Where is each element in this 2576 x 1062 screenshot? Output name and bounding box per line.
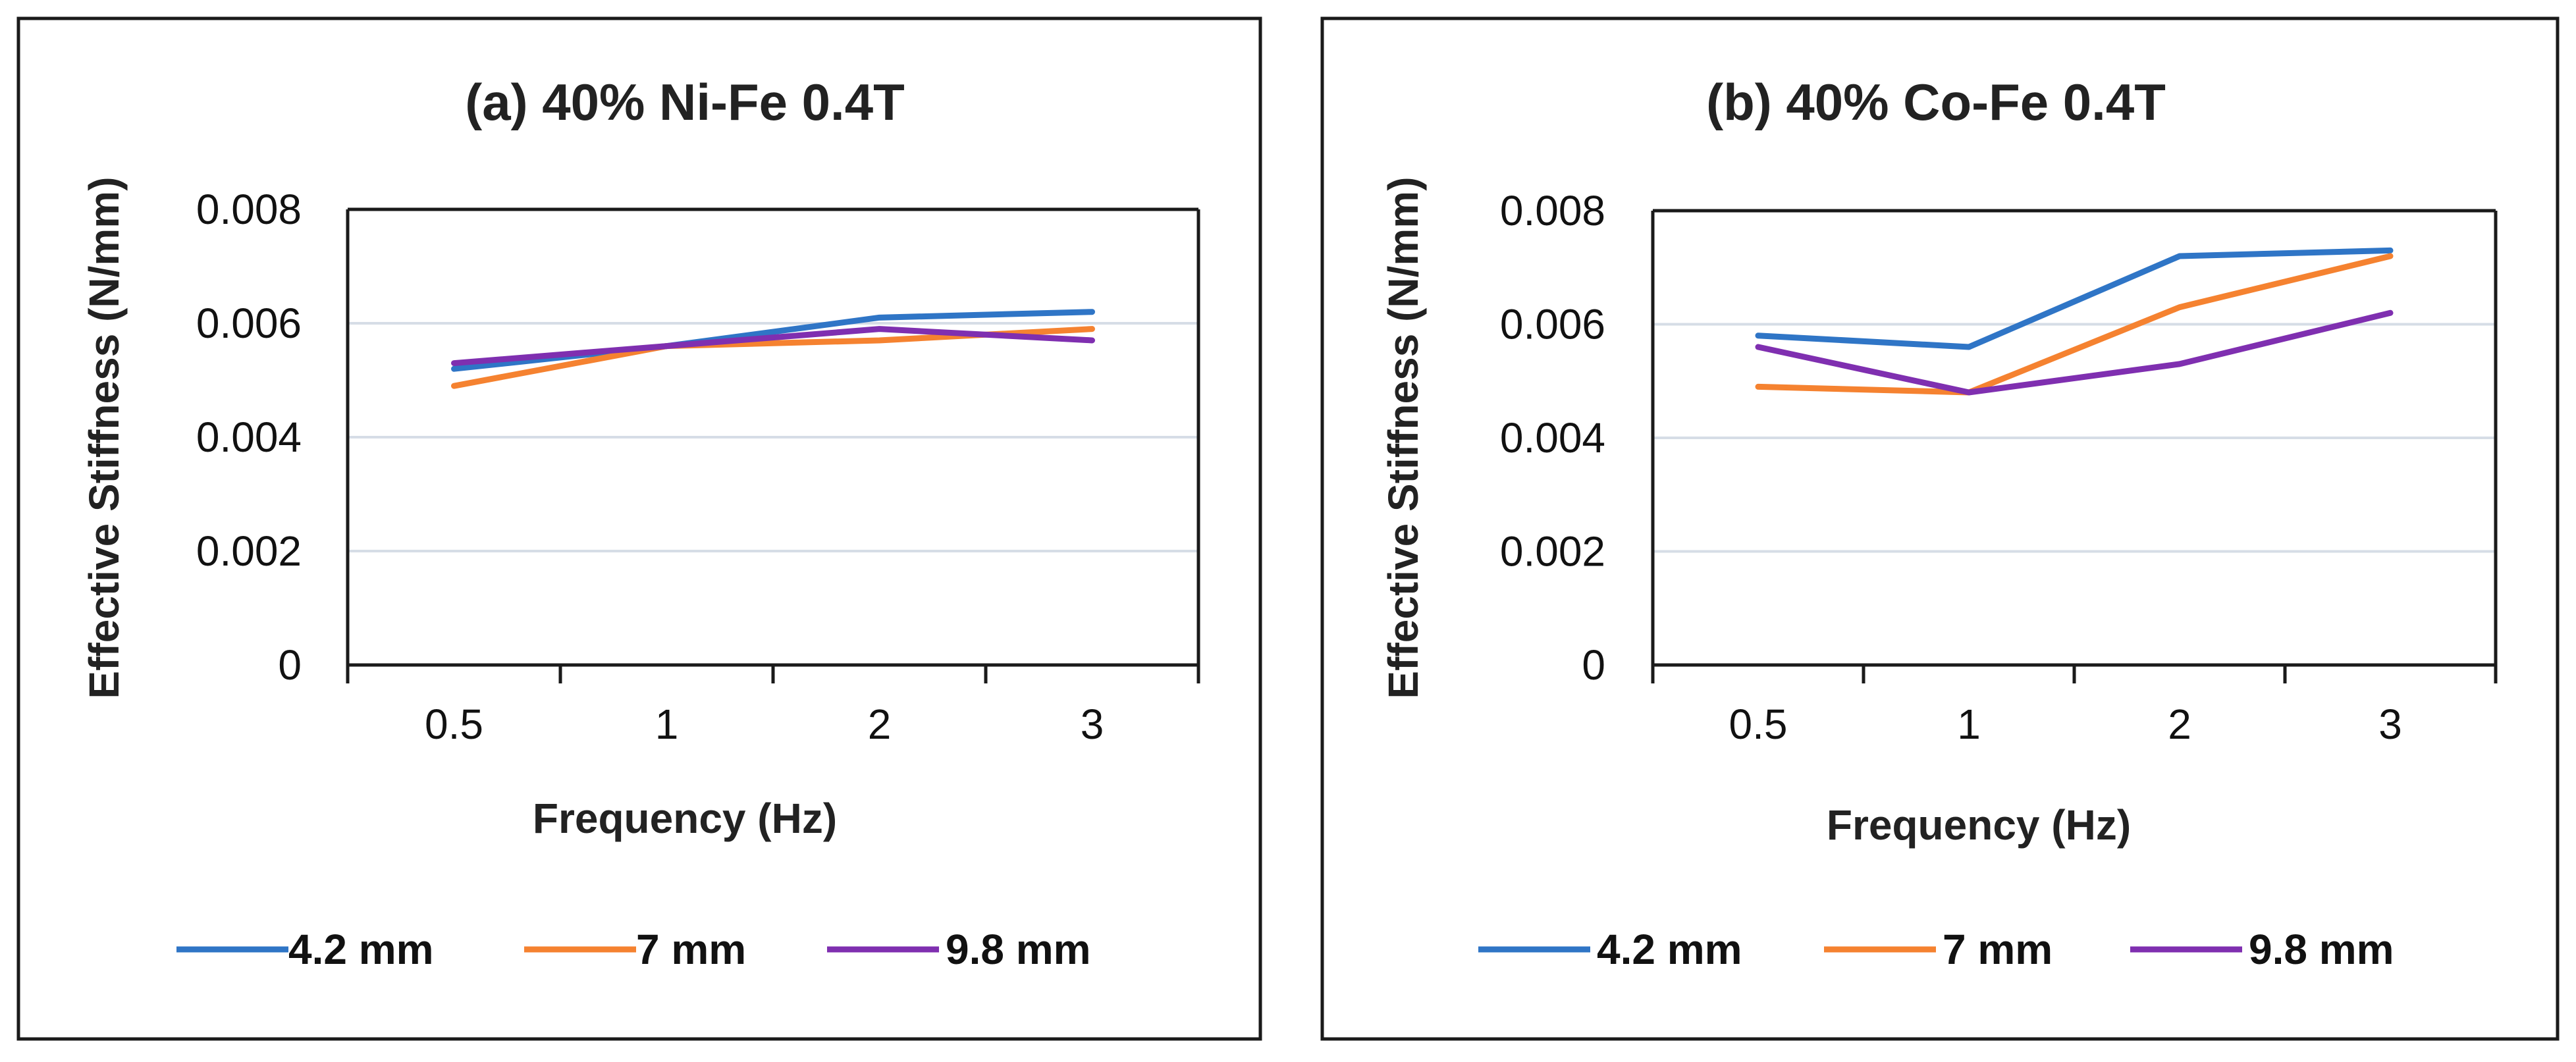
panel-b-x-tick-label: 3 (2378, 701, 2402, 748)
panel-a-axes (346, 207, 1200, 683)
panel-b-legend-label: 4.2 mm (1597, 926, 1742, 973)
panel-b-y-tick-label: 0.006 (1500, 301, 1605, 348)
panel-a-legend-label: 7 mm (636, 926, 746, 973)
panel-b-x-tick-labels: 0.5 1 2 3 (1729, 701, 2402, 748)
panel-a-frame (16, 16, 1262, 1041)
panel-b: (b) 40% Co-Fe 0.4T Effective Stiffness (… (1320, 16, 2560, 1041)
panel-a-legend: 4.2 mm 7 mm 9.8 mm (176, 926, 1091, 973)
panel-a-x-tick-label: 0.5 (425, 701, 483, 748)
panel-b-axes (1651, 209, 2498, 683)
panel-a-series-lines (451, 309, 1095, 389)
panel-b-legend-label: 9.8 mm (2249, 926, 2394, 973)
panel-b-x-tick-label: 1 (1957, 701, 1981, 748)
panel-a-x-tick-labels: 0.5 1 2 3 (425, 701, 1104, 748)
panel-b-x-axis-title: Frequency (Hz) (1827, 801, 2131, 849)
panel-a-y-axis-title: Effective Stiffness (N/mm) (80, 176, 128, 699)
panel-a: (a) 40% Ni-Fe 0.4T Effective Stiffness (… (16, 16, 1262, 1041)
panel-b-x-tick-label: 0.5 (1729, 701, 1788, 748)
panel-a-legend-label: 9.8 mm (946, 926, 1091, 973)
panel-a-y-tick-label: 0.008 (196, 186, 302, 233)
panel-b-y-tick-label: 0 (1582, 641, 1605, 689)
panel-a-series-line-9-8-mm (451, 326, 1095, 367)
panel-b-series-line-7-mm (1755, 253, 2394, 396)
panel-b-frame (1320, 16, 2560, 1041)
panel-a-y-tick-label: 0 (278, 641, 302, 689)
panel-a-y-tick-label: 0.004 (196, 413, 302, 461)
panel-b-series-lines (1755, 247, 2394, 396)
panel-b-y-tick-label: 0.004 (1500, 414, 1605, 462)
panel-b-y-axis-title: Effective Stiffness (N/mm) (1380, 176, 1427, 699)
panel-b-x-tick-label: 2 (2168, 701, 2191, 748)
panel-a-x-tick-label: 2 (868, 701, 892, 748)
panel-a-y-tick-label: 0.006 (196, 300, 302, 347)
panel-a-title: (a) 40% Ni-Fe 0.4T (465, 73, 905, 131)
panel-b-legend: 4.2 mm 7 mm 9.8 mm (1478, 926, 2394, 973)
panel-b-y-tick-labels: 0 0.002 0.004 0.006 0.008 (1500, 187, 1605, 689)
panel-a-x-tick-label: 1 (655, 701, 679, 748)
panel-a-x-axis-title: Frequency (Hz) (533, 795, 837, 842)
panel-b-legend-label: 7 mm (1943, 926, 2053, 973)
panel-b-series-line-9-8-mm (1755, 309, 2394, 396)
panel-b-series-line-4-2-mm (1755, 247, 2394, 350)
panel-a-legend-label: 4.2 mm (288, 926, 434, 973)
panel-a-y-tick-labels: 0 0.002 0.004 0.006 0.008 (196, 186, 302, 689)
panel-b-y-tick-label: 0.008 (1500, 187, 1605, 234)
panel-b-y-tick-label: 0.002 (1500, 528, 1605, 575)
panel-a-y-tick-label: 0.002 (196, 527, 302, 575)
panel-a-x-tick-label: 3 (1081, 701, 1104, 748)
panel-b-title: (b) 40% Co-Fe 0.4T (1706, 73, 2166, 131)
